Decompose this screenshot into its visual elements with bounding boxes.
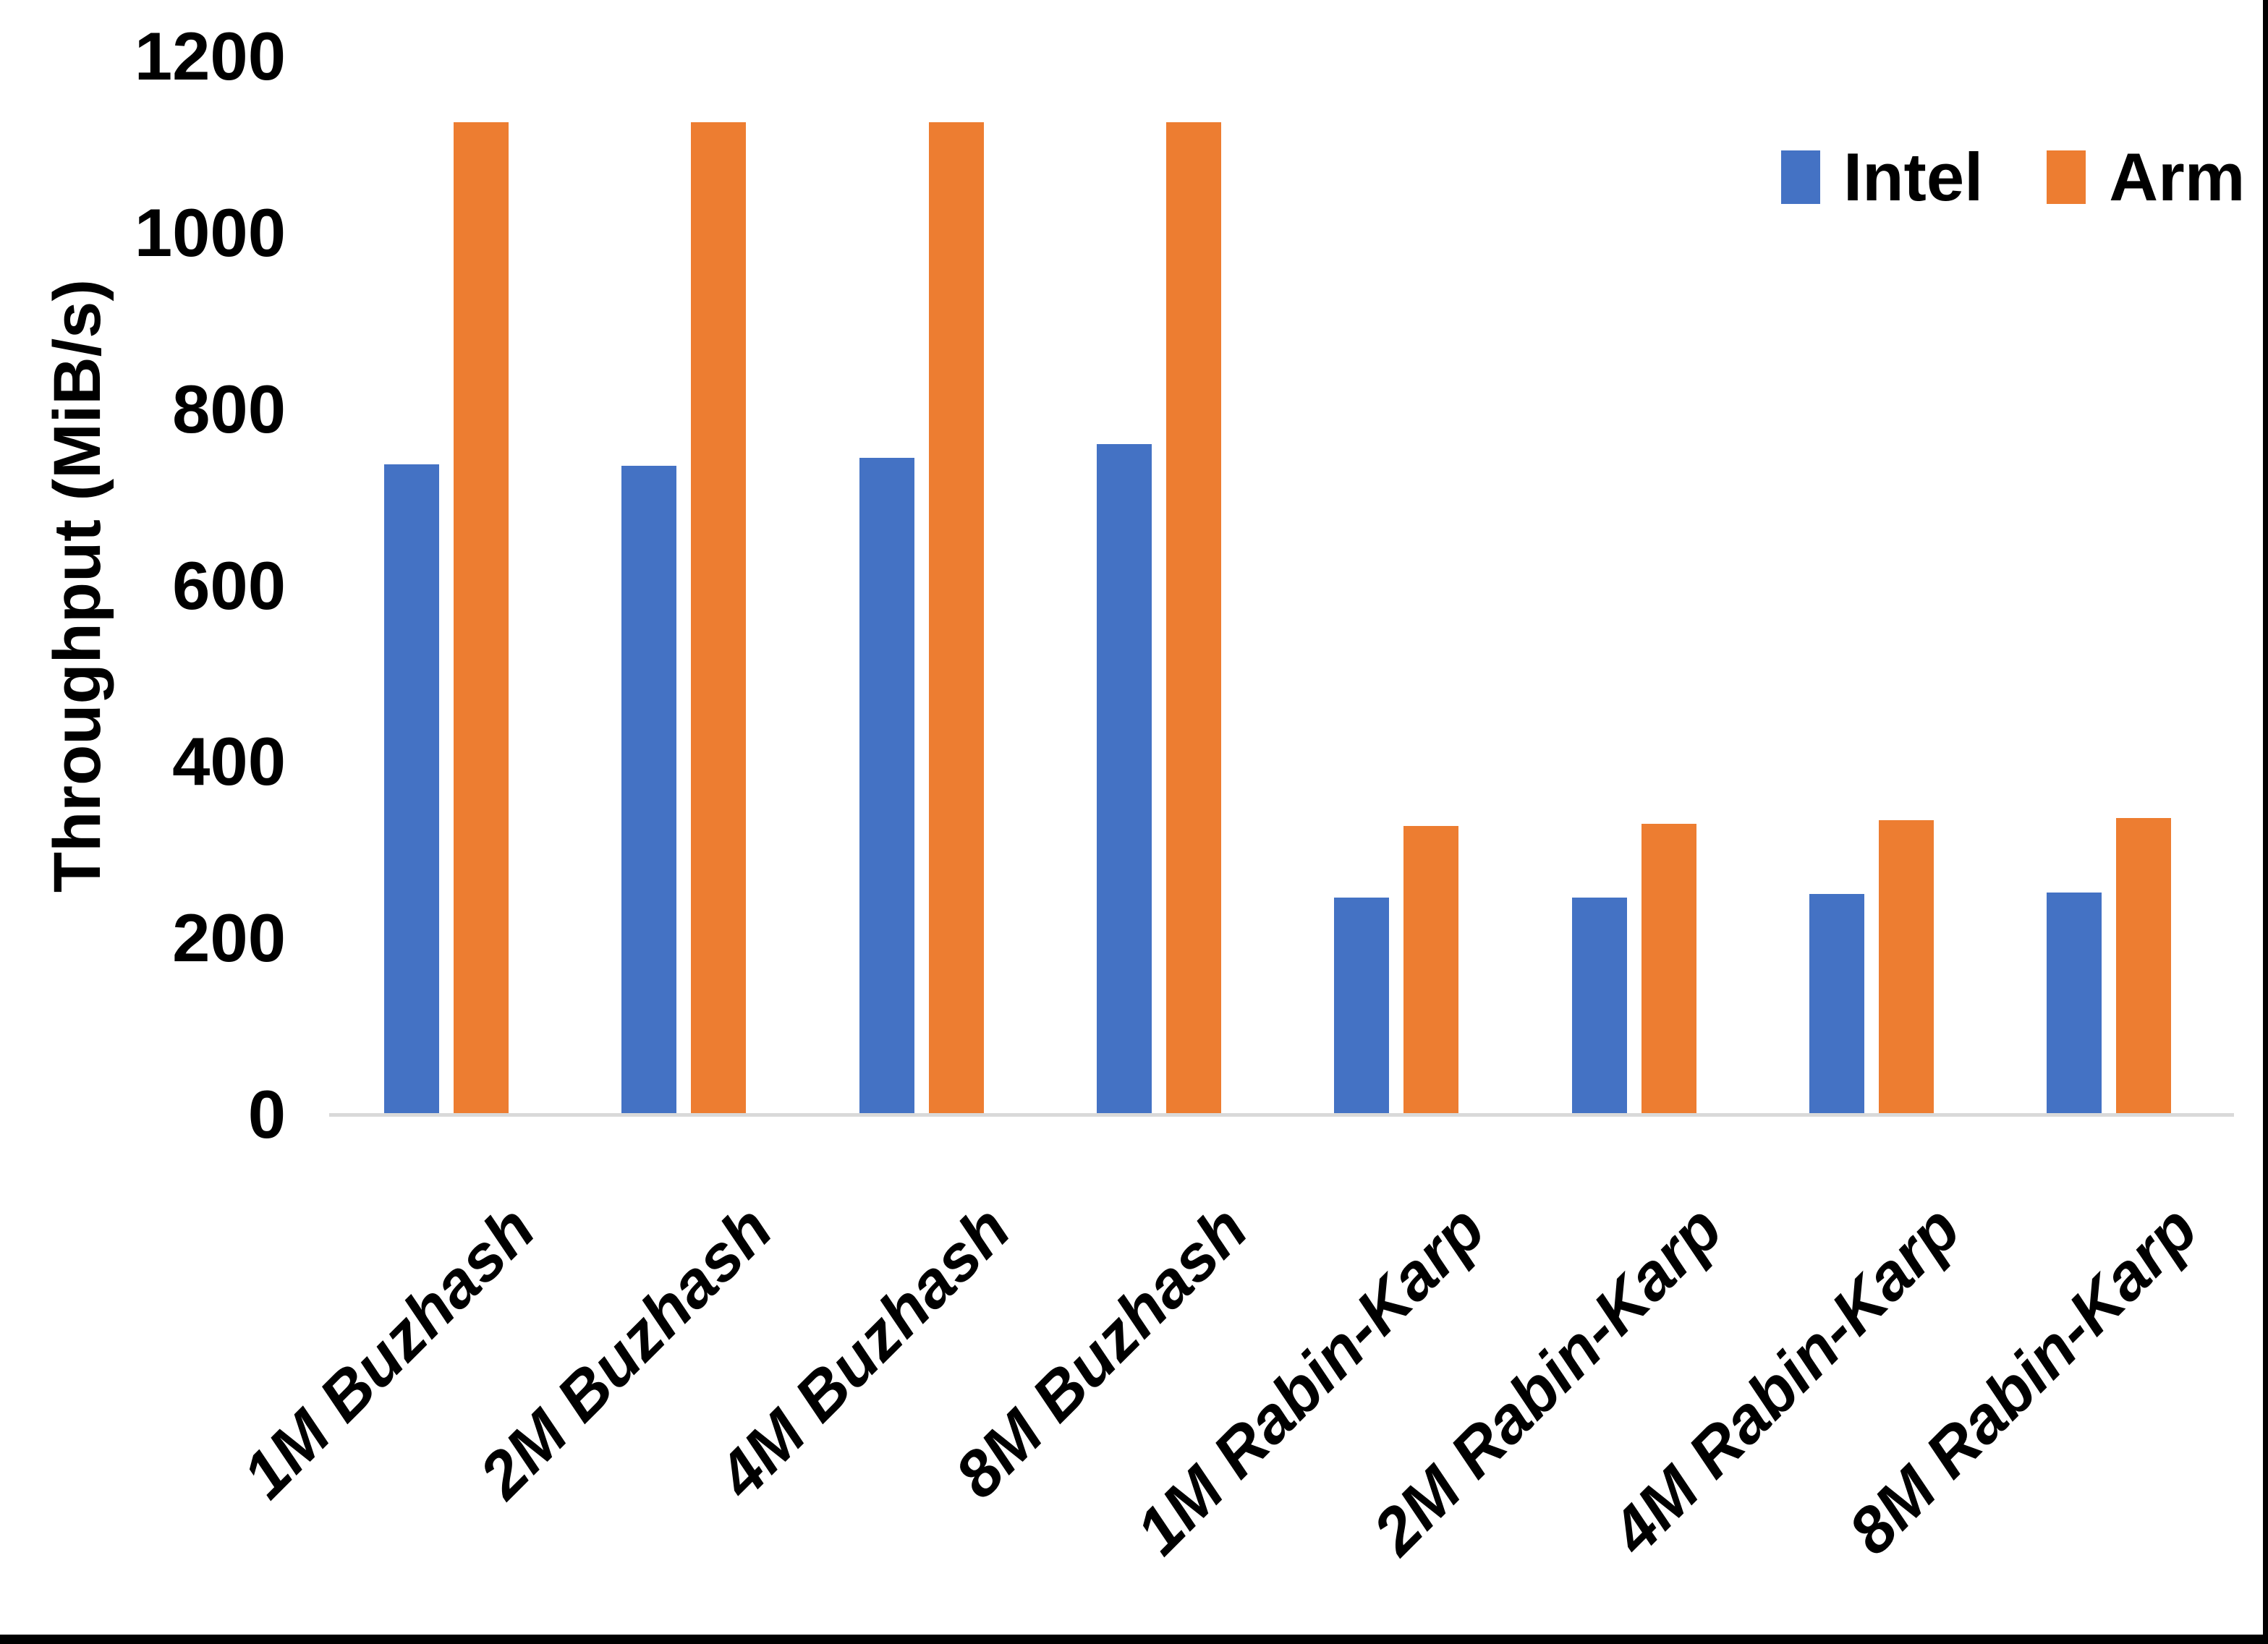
page-edge-bottom (0, 1635, 2268, 1644)
legend-swatch-intel (1781, 150, 1820, 204)
bar-intel-1m-buzhash (384, 464, 439, 1115)
bar-arm-1m-buzhash (454, 122, 509, 1115)
bar-intel-4m-buzhash (859, 458, 914, 1115)
y-tick-label-400: 400 (172, 723, 286, 800)
y-tick-label-800: 800 (172, 370, 286, 447)
y-tick-label-1000: 1000 (134, 194, 286, 271)
bar-intel-2m-buzhash (621, 466, 677, 1115)
bar-intel-8m-rabin-karp (2047, 893, 2102, 1115)
legend: Intel Arm (1781, 143, 2245, 211)
bar-intel-4m-rabin-karp (1809, 894, 1864, 1115)
y-tick-label-1200: 1200 (134, 18, 286, 94)
bar-arm-8m-rabin-karp (2116, 818, 2172, 1115)
y-tick-label-600: 600 (172, 547, 286, 623)
bar-intel-8m-buzhash (1096, 444, 1152, 1115)
bar-arm-8m-buzhash (1165, 122, 1221, 1115)
legend-label-arm: Arm (2109, 139, 2246, 215)
page-edge-right (2263, 0, 2268, 1644)
legend-item-arm: Arm (2047, 143, 2245, 211)
bar-intel-2m-rabin-karp (1571, 898, 1627, 1115)
bar-arm-4m-rabin-karp (1878, 820, 1934, 1115)
bar-arm-2m-buzhash (691, 122, 747, 1115)
bar-arm-4m-buzhash (928, 122, 984, 1115)
y-tick-label-0: 0 (247, 1076, 286, 1152)
y-tick-label-200: 200 (172, 900, 286, 976)
legend-item-intel: Intel (1781, 143, 1983, 211)
bar-intel-1m-rabin-karp (1334, 898, 1390, 1115)
legend-swatch-arm (2047, 150, 2086, 204)
bar-arm-2m-rabin-karp (1641, 824, 1696, 1115)
bar-arm-1m-rabin-karp (1403, 826, 1459, 1115)
x-axis-line (329, 1113, 2234, 1117)
legend-label-intel: Intel (1843, 139, 1984, 215)
